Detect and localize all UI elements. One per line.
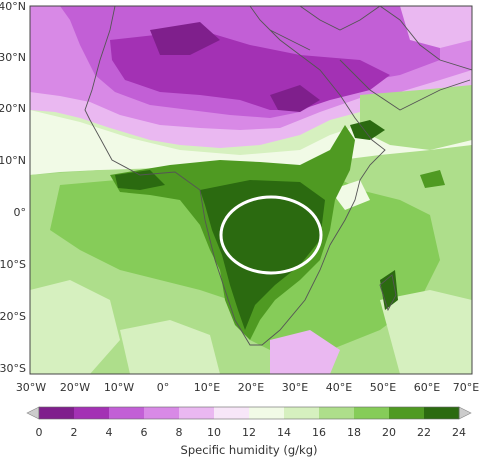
colorbar-swatch	[354, 407, 390, 419]
colorbar: 0 2 4 6 8 10 12 14 16 18 20 22 24 Specific humidity …	[26, 406, 472, 457]
map-frame	[29, 5, 473, 375]
lon-tick: 40°E	[326, 381, 352, 394]
colorbar-tick-label: 22	[417, 426, 431, 439]
colorbar-swatch	[389, 407, 425, 419]
colorbar-tick-label: 10	[207, 426, 221, 439]
colorbar-tick-label: 0	[36, 426, 43, 439]
colorbar-tick-label: 4	[106, 426, 113, 439]
colorbar-swatch	[179, 407, 215, 419]
colorbar-tick-label: 20	[382, 426, 396, 439]
lon-tick: 60°E	[414, 381, 440, 394]
latitude-axis: 40°N 30°N 20°N 10°N 0° 10°S 20°S 30°S	[0, 0, 26, 375]
colorbar-swatch	[144, 407, 180, 419]
highlight-circle	[219, 195, 323, 275]
colorbar-swatch	[74, 407, 110, 419]
colorbar-swatch	[249, 407, 285, 419]
colorbar-over-arrow	[458, 406, 472, 420]
lat-tick: 30°S	[0, 362, 26, 375]
lon-tick: 20°E	[238, 381, 264, 394]
colorbar-tick-label: 18	[347, 426, 361, 439]
lon-tick: 30°W	[16, 381, 46, 394]
colorbar-swatch	[109, 407, 145, 419]
lat-tick: 40°N	[0, 0, 26, 13]
colorbar-tick-label: 8	[176, 426, 183, 439]
colorbar-frame	[38, 406, 460, 420]
colorbar-under-arrow	[26, 406, 40, 420]
lat-tick: 0°	[14, 206, 27, 219]
lat-tick: 30°N	[0, 51, 26, 64]
longitude-axis: 30°W 20°W 10°W 0° 10°E 20°E 30°E 40°E 50…	[16, 381, 479, 394]
colorbar-swatch	[424, 407, 460, 419]
colorbar-swatch	[284, 407, 320, 419]
lat-tick: 10°S	[0, 258, 26, 271]
lon-tick: 30°E	[282, 381, 308, 394]
lon-tick: 10°W	[104, 381, 134, 394]
colorbar-tick-label: 2	[71, 426, 78, 439]
map-plot-area	[30, 6, 472, 374]
lat-tick: 10°N	[0, 154, 26, 167]
lat-tick: 20°S	[0, 310, 26, 323]
colorbar-tick-label: 6	[141, 426, 148, 439]
lon-tick: 70°E	[453, 381, 479, 394]
lat-tick: 20°N	[0, 102, 26, 115]
lon-tick: 50°E	[370, 381, 396, 394]
colorbar-tick-label: 24	[452, 426, 466, 439]
colorbar-tick-label: 16	[312, 426, 326, 439]
lon-tick: 0°	[157, 381, 170, 394]
coastlines	[84, 6, 472, 346]
colorbar-tick-label: 12	[242, 426, 256, 439]
colorbar-swatch	[39, 407, 75, 419]
colorbar-tick-label: 14	[277, 426, 291, 439]
colorbar-title: Specific humidity (g/kg)	[181, 443, 318, 457]
lon-tick: 20°W	[60, 381, 90, 394]
colorbar-swatch	[319, 407, 355, 419]
dry-sahara-region	[30, 6, 472, 148]
lon-tick: 10°E	[194, 381, 220, 394]
colorbar-swatch	[214, 407, 250, 419]
